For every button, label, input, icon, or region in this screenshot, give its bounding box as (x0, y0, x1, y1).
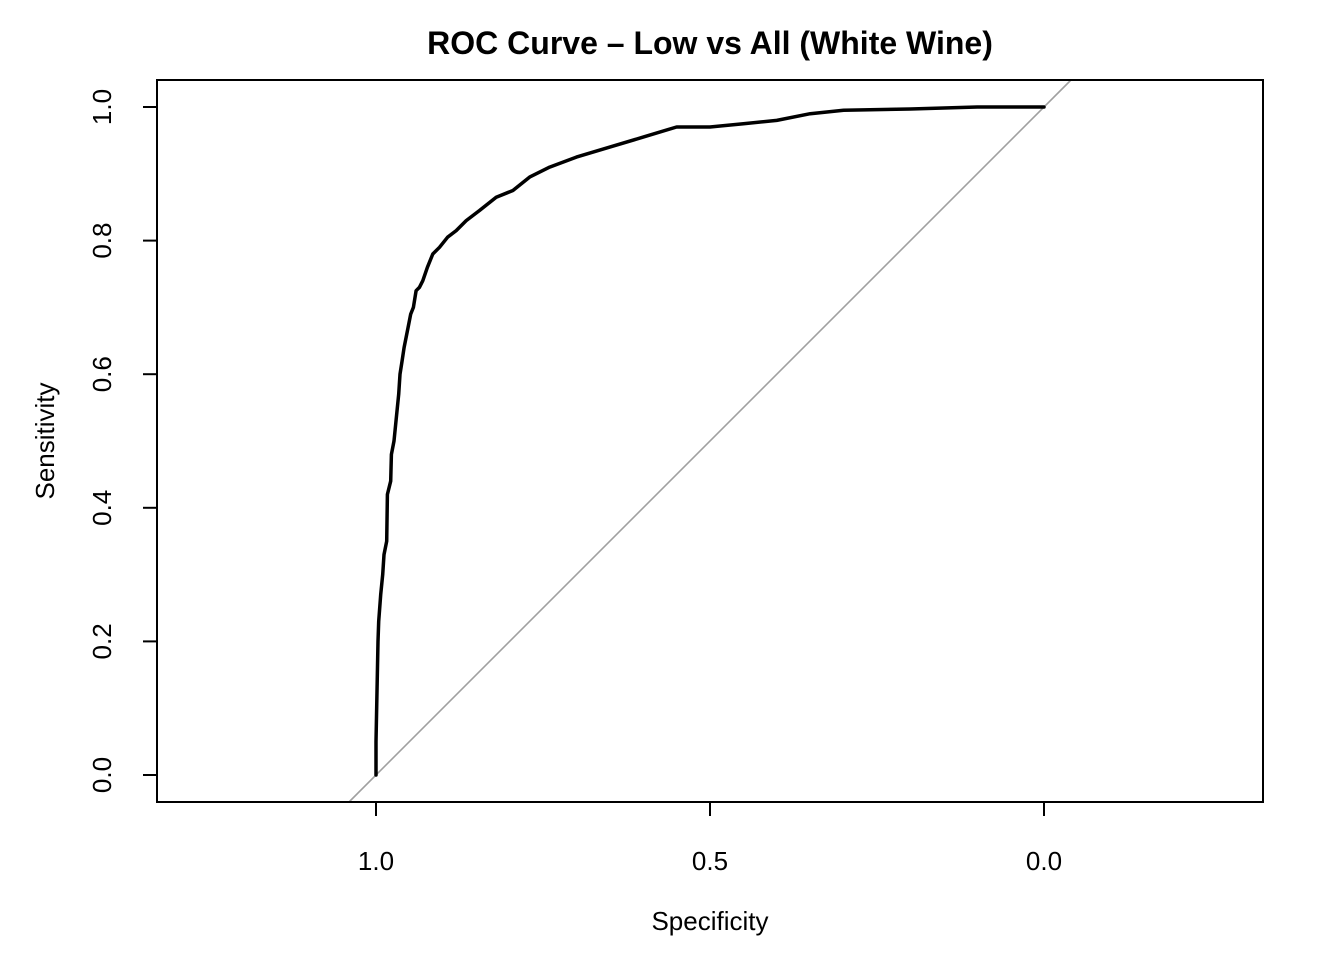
chart-title: ROC Curve – Low vs All (White Wine) (427, 25, 993, 61)
y-tick-label: 0.8 (87, 223, 117, 259)
x-tick-label: 0.0 (1026, 846, 1062, 876)
reference-diagonal-layer (348, 79, 1072, 803)
y-tick-label: 0.0 (87, 757, 117, 793)
y-tick-label: 0.6 (87, 356, 117, 392)
y-tick-label: 0.2 (87, 623, 117, 659)
y-axis-label: Sensitivity (30, 382, 60, 499)
y-tick-label: 1.0 (87, 89, 117, 125)
x-axis-label: Specificity (651, 906, 768, 936)
roc-curve-line (374, 105, 1046, 777)
reference-diagonal-line (348, 79, 1072, 803)
roc-curve-layer (374, 105, 1046, 777)
x-axis: 1.0 0.5 0.0 (358, 802, 1062, 876)
y-axis: 0.0 0.2 0.4 0.6 0.8 1.0 (87, 89, 157, 793)
x-tick-label: 0.5 (692, 846, 728, 876)
y-tick-label: 0.4 (87, 490, 117, 526)
x-tick-label: 1.0 (358, 846, 394, 876)
